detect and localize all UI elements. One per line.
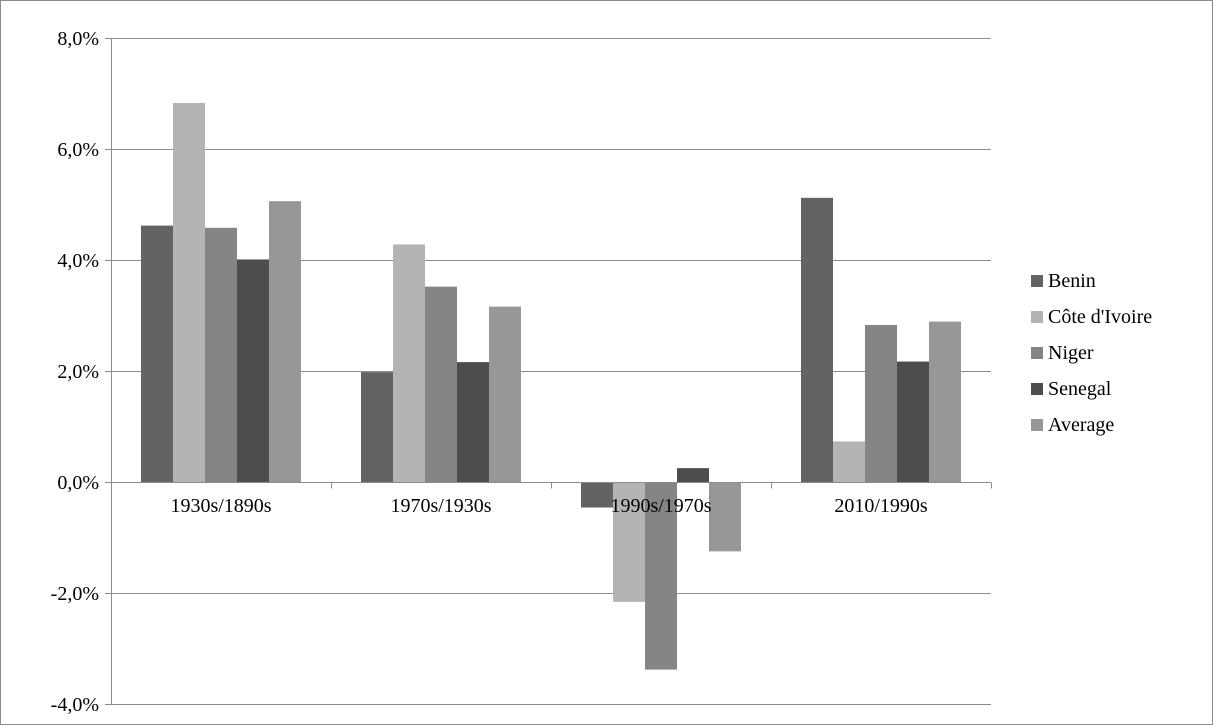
bar: [237, 259, 269, 482]
legend-item: Senegal: [1031, 371, 1152, 407]
bar: [897, 361, 929, 482]
bar: [205, 227, 237, 482]
bar: [457, 362, 489, 482]
x-tick-label: 1930s/1890s: [170, 495, 271, 517]
x-tick-label: 1970s/1930s: [390, 495, 491, 517]
legend-item: Côte d'Ivoire: [1031, 299, 1152, 335]
y-tick-labels: 8,0% 6,0% 4,0% 2,0% 0,0% -2,0% -4,0%: [51, 28, 99, 716]
bar: [425, 286, 457, 482]
bar: [801, 197, 833, 482]
legend-swatch: [1031, 347, 1043, 359]
legend-swatch: [1031, 419, 1043, 431]
y-tick-label: 4,0%: [57, 250, 99, 272]
axes: [105, 38, 992, 705]
bar: [645, 482, 677, 670]
bar: [865, 324, 897, 482]
legend-label: Niger: [1048, 341, 1094, 364]
bar: [393, 244, 425, 482]
legend-label: Benin: [1048, 269, 1096, 292]
legend-swatch: [1031, 275, 1043, 287]
bar: [581, 482, 613, 508]
y-tick-label: 0,0%: [57, 472, 99, 494]
legend-label: Average: [1048, 413, 1115, 436]
legend-swatch: [1031, 383, 1043, 395]
legend-item: Benin: [1031, 263, 1152, 299]
bar: [613, 482, 645, 602]
bar: [929, 321, 961, 482]
x-tick-label: 1990s/1970s: [610, 495, 711, 517]
y-tick-label: -4,0%: [51, 694, 99, 716]
legend-label: Côte d'Ivoire: [1048, 305, 1153, 328]
bar: [141, 225, 173, 482]
legend-item: Average: [1031, 407, 1152, 443]
bar: [361, 372, 393, 482]
legend-label: Senegal: [1048, 377, 1112, 400]
bar: [833, 441, 865, 482]
legend-item: Niger: [1031, 335, 1152, 371]
y-tick-label: 2,0%: [57, 361, 99, 383]
x-tick-label: 2010/1990s: [834, 495, 928, 517]
x-tick-labels: 1930s/1890s 1970s/1930s 1990s/1970s 2010/19…: [170, 495, 927, 517]
bar: [269, 201, 301, 483]
bar: [173, 102, 205, 482]
bar: [709, 482, 741, 552]
y-tick-label: -2,0%: [51, 583, 99, 605]
bar: [677, 468, 709, 482]
legend-swatch: [1031, 311, 1043, 323]
bar: [489, 306, 521, 482]
y-tick-label: 6,0%: [57, 139, 99, 161]
legend: Benin Côte d'Ivoire Niger Senegal Average: [1031, 263, 1152, 443]
bars: [141, 102, 961, 670]
y-tick-label: 8,0%: [57, 28, 99, 50]
